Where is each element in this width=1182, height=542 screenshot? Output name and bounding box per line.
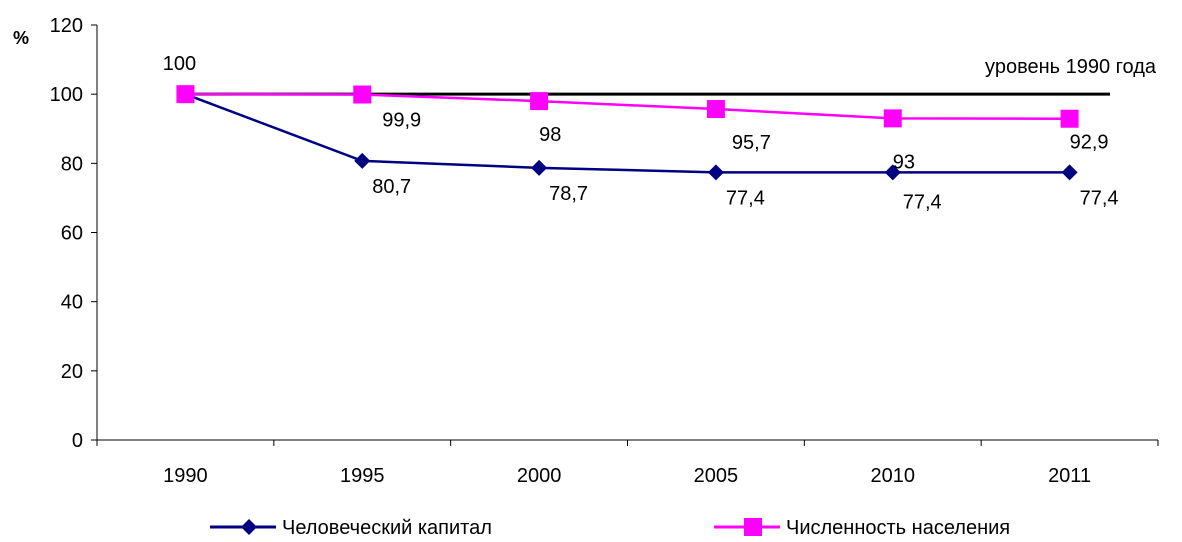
y-axis-label: % bbox=[13, 28, 29, 48]
series-line-0 bbox=[184, 92, 1070, 174]
y-axis: 0 20 40 60 80 100 120% bbox=[13, 15, 98, 452]
legend-label-0: Человеческий капитал bbox=[282, 517, 492, 539]
legend: Человеческий капитал Численность населени… bbox=[210, 517, 1010, 539]
series-group bbox=[176, 85, 1079, 181]
data-point bbox=[531, 159, 548, 176]
reference-line-group: уровень 1990 года bbox=[185, 56, 1157, 96]
series-line-1 bbox=[185, 92, 1070, 120]
x-axis: 1990 1995 2000 2005 2010 2011 bbox=[96, 439, 1159, 487]
reference-line-label: уровень 1990 года bbox=[985, 56, 1157, 78]
x-tick-label: 2010 bbox=[871, 465, 916, 487]
x-tick-label: 1995 bbox=[340, 465, 385, 487]
data-label: 95,7 bbox=[732, 132, 771, 154]
data-point bbox=[707, 164, 724, 181]
data-point bbox=[353, 85, 372, 104]
data-label: 98 bbox=[539, 124, 561, 146]
x-tick-label: 1990 bbox=[163, 465, 208, 487]
y-tick-label: 0 bbox=[72, 430, 83, 452]
data-label: 77,4 bbox=[1080, 187, 1119, 209]
data-label: 77,4 bbox=[726, 187, 765, 209]
data-point bbox=[176, 85, 195, 104]
data-label: 93 bbox=[893, 151, 915, 173]
x-tick-label: 2005 bbox=[694, 465, 739, 487]
data-labels: 80,7 78,7 77,4 77,4 77,4 100 99,9 98 95,7 93 92,9 bbox=[163, 53, 1119, 213]
y-tick-label: 100 bbox=[50, 84, 83, 106]
x-tick-label: 2000 bbox=[517, 465, 562, 487]
data-point bbox=[1060, 109, 1079, 128]
y-tick-label: 20 bbox=[61, 361, 83, 383]
data-label: 78,7 bbox=[549, 183, 588, 205]
data-point bbox=[883, 109, 902, 128]
data-label: 80,7 bbox=[372, 176, 411, 198]
data-point bbox=[1061, 164, 1078, 181]
data-label: 77,4 bbox=[903, 191, 942, 213]
data-point bbox=[354, 152, 371, 169]
data-label: 99,9 bbox=[382, 110, 421, 132]
data-point bbox=[884, 164, 901, 181]
data-point bbox=[530, 92, 549, 111]
y-tick-label: 40 bbox=[61, 292, 83, 314]
y-tick-label: 60 bbox=[61, 223, 83, 245]
y-tick-label: 120 bbox=[50, 15, 83, 37]
y-tick-label: 80 bbox=[61, 153, 83, 175]
data-point bbox=[706, 100, 725, 119]
data-label: 100 bbox=[163, 53, 196, 75]
x-tick-label: 2011 bbox=[1048, 465, 1091, 487]
legend-marker-square bbox=[744, 518, 762, 536]
legend-label-1: Численность населения bbox=[786, 517, 1010, 539]
data-label: 92,9 bbox=[1070, 132, 1109, 154]
legend-marker-diamond bbox=[241, 519, 257, 535]
